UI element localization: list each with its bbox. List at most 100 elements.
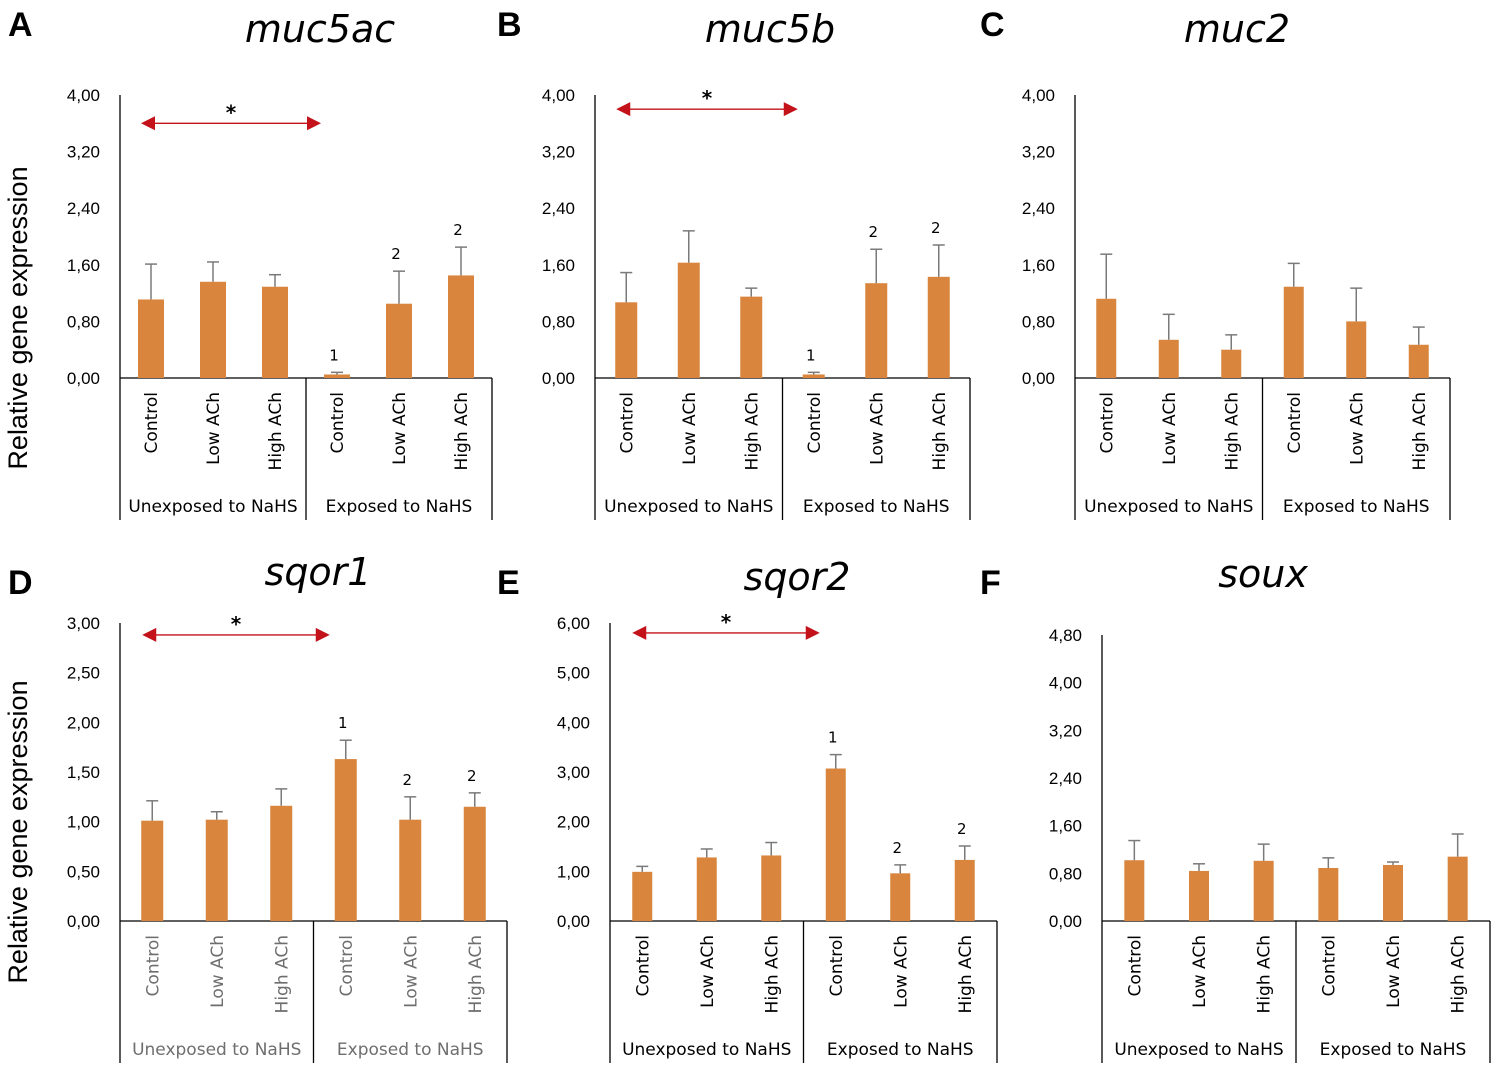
significance-star: * <box>702 86 713 110</box>
y-tick-label: 2,40 <box>1022 199 1055 218</box>
y-tick-label: 4,00 <box>542 86 575 105</box>
group-label: Unexposed to NaHS <box>132 1040 301 1060</box>
significance-marker: 2 <box>453 221 463 239</box>
y-axis-label-top: Relative gene expression <box>3 166 33 469</box>
y-tick-label: 0,80 <box>1022 312 1055 331</box>
panel-title: soux <box>1218 552 1308 596</box>
bar <box>632 871 653 921</box>
bar <box>138 299 164 378</box>
bar <box>270 805 293 921</box>
arrowhead-left <box>616 102 631 117</box>
group-label: Unexposed to NaHS <box>622 1040 791 1060</box>
x-category-label: Low ACh <box>390 392 410 465</box>
y-tick-label: 2,40 <box>542 199 575 218</box>
bar <box>677 262 700 378</box>
x-category-label: Low ACh <box>1347 392 1367 465</box>
x-category-label: Control <box>328 392 348 453</box>
x-category-label: Low ACh <box>1384 935 1404 1008</box>
x-category-label: High ACh <box>762 935 782 1013</box>
bar <box>141 820 164 921</box>
arrowhead-left <box>141 116 155 131</box>
y-tick-label: 1,60 <box>1049 817 1082 836</box>
panel-title: muc5ac <box>245 7 395 51</box>
y-tick-label: 6,00 <box>557 614 590 633</box>
arrowhead-right <box>307 116 321 131</box>
x-category-label: High ACh <box>266 392 286 470</box>
y-tick-label: 1,00 <box>67 813 100 832</box>
bar <box>205 819 228 921</box>
arrowhead-left <box>632 625 647 640</box>
arrowhead-right <box>315 627 330 642</box>
bar <box>1318 867 1339 921</box>
x-category-label: Low ACh <box>204 392 224 465</box>
x-category-label: Control <box>617 392 637 453</box>
bar <box>399 819 422 921</box>
bar <box>334 759 357 921</box>
bar <box>463 806 486 921</box>
group-label: Unexposed to NaHS <box>128 497 297 517</box>
bar <box>1447 856 1468 921</box>
y-tick-label: 0,00 <box>67 369 100 388</box>
significance-marker: 2 <box>892 839 902 857</box>
significance-star: * <box>231 612 242 636</box>
bar <box>1283 286 1304 378</box>
bar <box>740 296 763 378</box>
bar <box>1408 344 1429 378</box>
significance-marker: 2 <box>467 767 477 785</box>
bar <box>802 374 825 378</box>
y-tick-label: 0,00 <box>1022 369 1055 388</box>
significance-marker: 2 <box>957 820 967 838</box>
bar <box>1096 298 1117 378</box>
y-tick-label: 3,00 <box>557 763 590 782</box>
y-tick-label: 0,80 <box>67 312 100 331</box>
x-category-label: Low ACh <box>401 935 421 1008</box>
significance-marker: 1 <box>806 346 816 364</box>
x-category-label: Low ACh <box>698 935 718 1008</box>
bar <box>825 768 846 921</box>
panel-letter: B <box>497 6 522 44</box>
x-category-label: Low ACh <box>208 935 228 1008</box>
group-label: Unexposed to NaHS <box>1114 1040 1283 1060</box>
panel-letter: E <box>497 564 520 602</box>
y-tick-label: 4,00 <box>557 713 590 732</box>
y-tick-label: 2,00 <box>67 713 100 732</box>
x-category-label: Control <box>1285 392 1305 453</box>
y-tick-label: 4,00 <box>1049 674 1082 693</box>
bar <box>262 286 288 378</box>
x-category-label: Control <box>142 392 162 453</box>
y-tick-label: 0,00 <box>557 912 590 931</box>
y-tick-label: 5,00 <box>557 664 590 683</box>
panel-letter: F <box>980 564 1001 602</box>
x-category-label: High ACh <box>466 935 486 1013</box>
group-label: Exposed to NaHS <box>803 497 950 517</box>
y-tick-label: 3,20 <box>67 143 100 162</box>
y-tick-label: 2,40 <box>1049 769 1082 788</box>
y-tick-label: 0,80 <box>542 312 575 331</box>
x-category-label: Low ACh <box>1160 392 1180 465</box>
panel-title: muc5b <box>705 7 835 51</box>
x-category-label: High ACh <box>1410 392 1430 470</box>
bar <box>448 275 474 378</box>
bar <box>890 873 911 921</box>
y-axis-label-bottom: Relative gene expression <box>3 680 33 983</box>
y-tick-label: 1,60 <box>1022 256 1055 275</box>
significance-marker: 1 <box>338 714 348 732</box>
y-tick-label: 1,50 <box>67 763 100 782</box>
bar <box>324 374 350 378</box>
y-tick-label: 4,00 <box>67 86 100 105</box>
y-tick-label: 3,20 <box>1049 721 1082 740</box>
y-tick-label: 3,20 <box>542 143 575 162</box>
bar <box>1158 339 1179 378</box>
group-label: Unexposed to NaHS <box>604 497 773 517</box>
bar <box>1383 864 1403 921</box>
group-label: Exposed to NaHS <box>337 1040 484 1060</box>
x-category-label: Control <box>143 935 163 996</box>
y-tick-label: 2,50 <box>67 664 100 683</box>
group-label: Exposed to NaHS <box>827 1040 974 1060</box>
bar <box>927 276 950 378</box>
